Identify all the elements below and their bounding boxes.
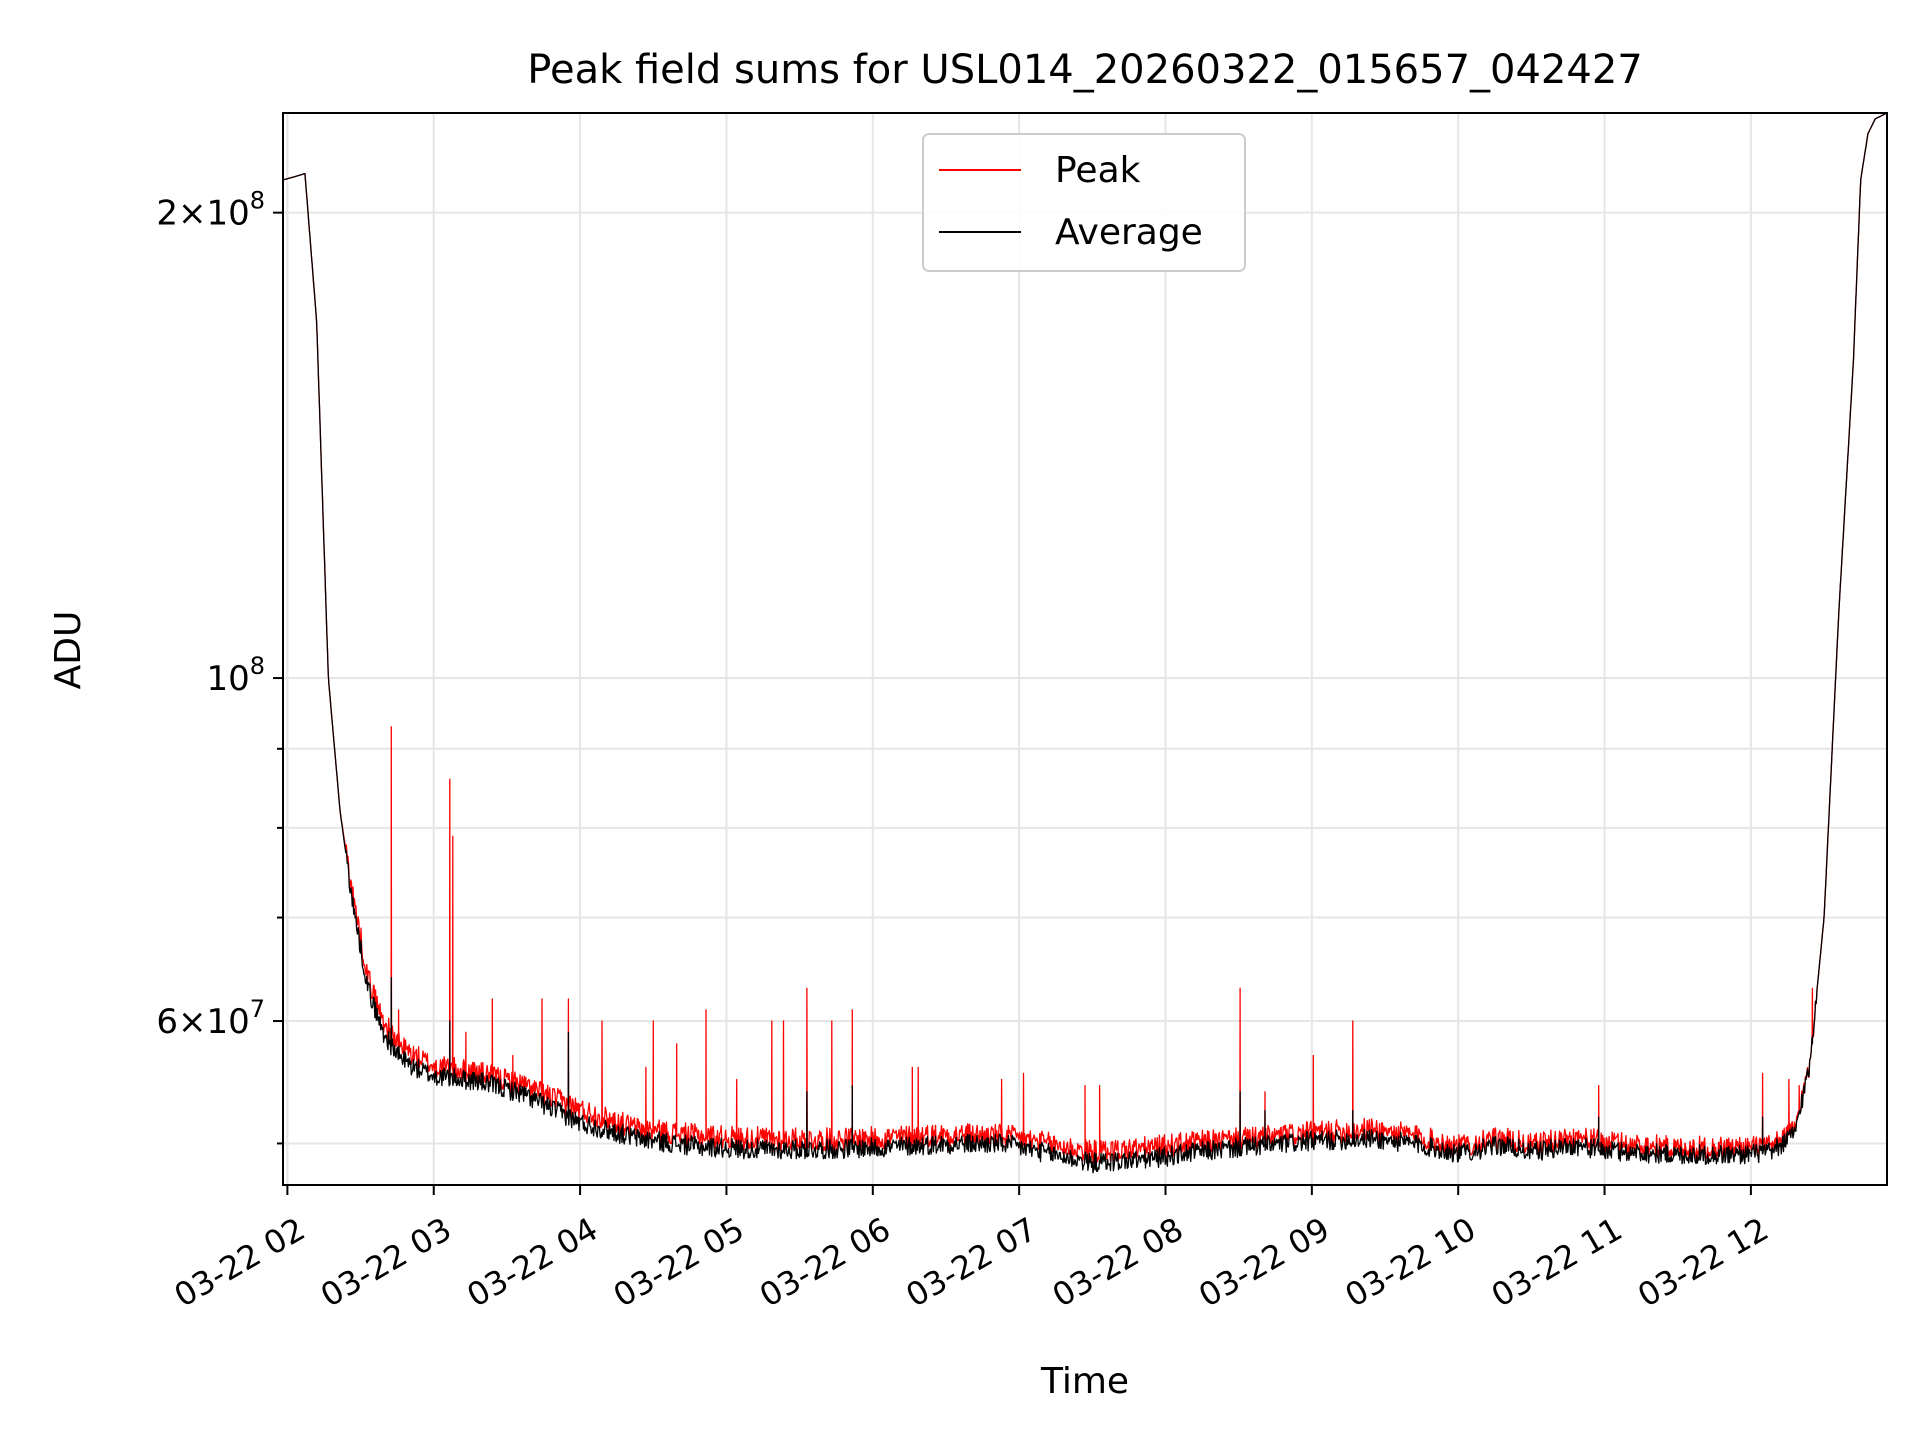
series-line-peak [282, 112, 1888, 1164]
legend[interactable]: Peak Average [922, 133, 1246, 272]
x-axis-label: Time [1040, 1361, 1129, 1402]
y-axis: 2×108 108 6×107 [156, 187, 283, 1145]
legend-box [922, 133, 1246, 272]
y-tick-label: 6×107 [156, 995, 265, 1042]
chart-title: Peak field sums for USL014_20260322_0156… [527, 47, 1642, 93]
y-axis-label: ADU [48, 611, 89, 690]
plot-lines [282, 112, 1888, 1174]
legend-label-peak: Peak [1055, 150, 1141, 191]
plot-frame [282, 112, 1888, 1186]
y-tick-label: 2×108 [156, 187, 265, 234]
grid [283, 113, 1887, 1185]
y-tick-label: 108 [206, 652, 265, 699]
legend-label-average: Average [1055, 212, 1203, 253]
series-line-average [282, 112, 1888, 1174]
